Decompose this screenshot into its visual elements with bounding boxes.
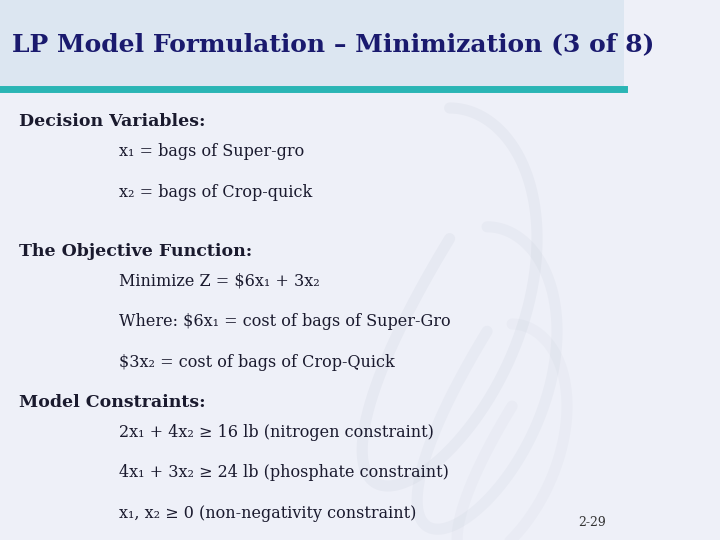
Text: 2x₁ + 4x₂ ≥ 16 lb (nitrogen constraint): 2x₁ + 4x₂ ≥ 16 lb (nitrogen constraint) bbox=[119, 424, 433, 441]
Text: $3x₂ = cost of bags of Crop-Quick: $3x₂ = cost of bags of Crop-Quick bbox=[119, 354, 395, 370]
Text: x₂ = bags of Crop-quick: x₂ = bags of Crop-quick bbox=[119, 184, 312, 200]
Text: x₁, x₂ ≥ 0 (non-negativity constraint): x₁, x₂ ≥ 0 (non-negativity constraint) bbox=[119, 505, 416, 522]
FancyBboxPatch shape bbox=[0, 0, 624, 89]
Text: 4x₁ + 3x₂ ≥ 24 lb (phosphate constraint): 4x₁ + 3x₂ ≥ 24 lb (phosphate constraint) bbox=[119, 464, 449, 481]
Text: Where: $6x₁ = cost of bags of Super-Gro: Where: $6x₁ = cost of bags of Super-Gro bbox=[119, 313, 450, 330]
Text: x₁ = bags of Super-gro: x₁ = bags of Super-gro bbox=[119, 143, 304, 160]
Text: 2-29: 2-29 bbox=[578, 516, 606, 529]
Text: The Objective Function:: The Objective Function: bbox=[19, 243, 252, 260]
Text: Model Constraints:: Model Constraints: bbox=[19, 394, 205, 411]
Text: LP Model Formulation – Minimization (3 of 8): LP Model Formulation – Minimization (3 o… bbox=[12, 32, 655, 57]
Text: Decision Variables:: Decision Variables: bbox=[19, 113, 205, 130]
Text: Minimize Z = $6x₁ + 3x₂: Minimize Z = $6x₁ + 3x₂ bbox=[119, 273, 320, 289]
